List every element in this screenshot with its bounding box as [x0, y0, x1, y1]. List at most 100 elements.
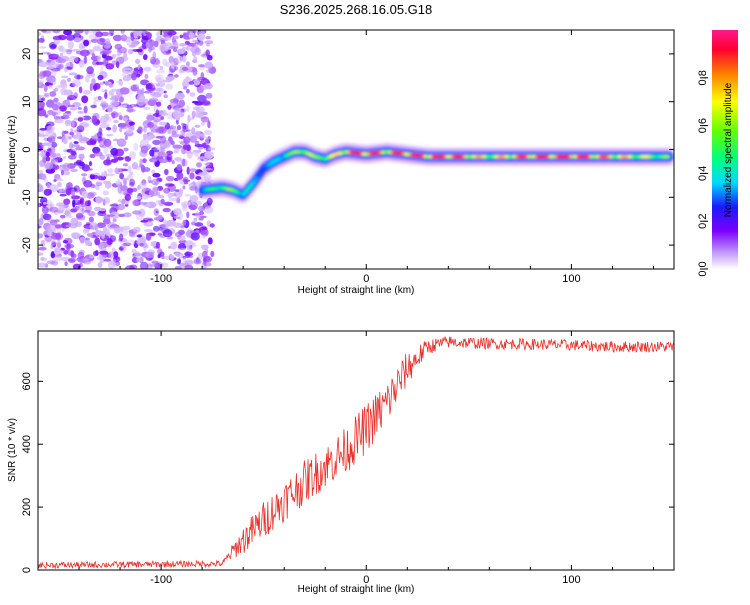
noise-speck	[162, 30, 170, 34]
noise-speck	[191, 50, 197, 57]
ridge-peak-dot	[256, 173, 262, 178]
noise-speck	[194, 124, 201, 128]
noise-speck	[132, 226, 141, 233]
noise-speck	[39, 134, 48, 137]
noise-speck	[54, 118, 64, 124]
noise-speck	[184, 66, 193, 73]
noise-speck	[181, 122, 186, 126]
noise-speck	[194, 110, 203, 118]
noise-speck	[204, 40, 214, 45]
noise-speck	[88, 33, 97, 40]
ridge-peak-dot	[251, 180, 257, 185]
noise-speck	[100, 100, 107, 105]
noise-speck	[136, 234, 142, 238]
noise-speck	[38, 262, 47, 268]
noise-speck	[84, 30, 89, 35]
noise-speck	[200, 230, 207, 235]
noise-speck	[51, 69, 57, 78]
noise-speck	[95, 181, 103, 187]
noise-speck	[142, 123, 147, 128]
noise-speck	[38, 217, 44, 226]
noise-speck	[139, 242, 144, 247]
noise-speck	[184, 251, 194, 257]
noise-speck	[91, 53, 95, 58]
noise-speck	[186, 46, 190, 51]
noise-speck	[38, 94, 42, 100]
y-tick-label: 200	[21, 498, 33, 516]
noise-speck	[163, 187, 171, 194]
noise-speck	[118, 79, 122, 82]
noise-speck	[183, 136, 191, 145]
noise-speck	[206, 42, 210, 47]
noise-speck	[183, 181, 189, 185]
noise-speck	[43, 84, 48, 92]
noise-speck	[207, 147, 216, 151]
noise-speck	[177, 258, 181, 265]
noise-speck	[106, 133, 114, 137]
noise-speck	[165, 50, 172, 55]
noise-speck	[81, 45, 86, 49]
noise-speck	[143, 54, 148, 61]
colorbar-gradient	[712, 30, 738, 269]
noise-speck	[145, 83, 153, 90]
noise-speck	[119, 122, 129, 130]
colorbar-label: Normalized spectral amplitude	[723, 82, 734, 217]
noise-speck	[155, 199, 161, 206]
noise-speck	[81, 190, 88, 199]
noise-speck	[128, 44, 136, 48]
noise-speck	[134, 165, 141, 171]
noise-speck	[160, 198, 165, 205]
snr-series-line	[38, 336, 674, 570]
noise-speck	[123, 147, 129, 152]
noise-speck	[110, 100, 120, 107]
noise-speck	[182, 158, 186, 167]
noise-speck	[44, 162, 54, 170]
noise-speck	[102, 58, 107, 67]
noise-speck	[48, 111, 58, 116]
noise-speck	[193, 151, 200, 158]
noise-speck	[172, 144, 183, 149]
noise-speck	[153, 217, 158, 221]
noise-speck	[178, 136, 185, 139]
noise-speck	[128, 121, 135, 126]
noise-speck	[73, 161, 81, 166]
noise-speck	[72, 148, 78, 152]
noise-speck	[175, 92, 185, 100]
noise-speck	[50, 251, 56, 259]
noise-speck	[136, 94, 146, 103]
noise-speck	[43, 201, 47, 205]
y-tick-label: 0	[21, 146, 33, 152]
noise-speck	[168, 246, 172, 249]
noise-speck	[41, 206, 49, 214]
noise-speck	[55, 116, 66, 120]
noise-speck	[115, 148, 125, 157]
noise-speck	[63, 30, 73, 36]
noise-speck	[127, 48, 134, 55]
noise-speck	[108, 83, 114, 88]
noise-speck	[113, 105, 118, 110]
noise-speck	[137, 201, 148, 205]
noise-speck	[39, 160, 46, 168]
noise-speck	[42, 70, 52, 77]
noise-speck	[96, 222, 106, 228]
noise-speck	[207, 120, 211, 129]
noise-speck	[102, 218, 111, 225]
noise-speck	[64, 210, 70, 216]
noise-speck	[82, 258, 90, 261]
noise-speck	[133, 142, 139, 151]
noise-speck	[160, 146, 165, 154]
noise-speck	[143, 98, 149, 106]
noise-speck	[110, 111, 119, 118]
noise-speck	[94, 237, 101, 246]
noise-speck	[141, 188, 145, 196]
noise-speck	[184, 40, 190, 45]
noise-speck	[125, 239, 136, 246]
noise-speck	[178, 99, 185, 108]
noise-speck	[105, 55, 113, 61]
noise-speck	[184, 264, 194, 269]
noise-speck	[62, 99, 71, 109]
noise-speck	[60, 214, 66, 219]
noise-speck	[50, 233, 60, 240]
noise-speck	[103, 138, 112, 147]
noise-speck	[38, 144, 43, 152]
